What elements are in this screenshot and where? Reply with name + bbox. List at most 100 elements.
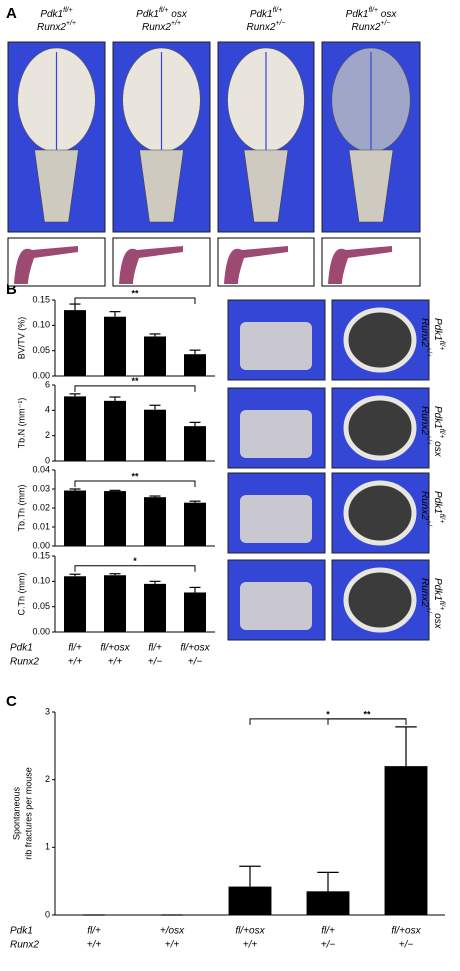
gene: Pdk1	[40, 9, 63, 20]
x-tick-label: fl/+osx	[180, 643, 210, 654]
gene: Pdk1	[250, 9, 273, 20]
significance-label: **	[131, 471, 139, 481]
y-tick-label: 0.05	[32, 601, 50, 611]
bar	[104, 491, 126, 546]
y-axis-label: Spontaneous	[11, 786, 21, 840]
allele: fl/+	[368, 7, 378, 14]
row-name: Runx2	[10, 940, 39, 951]
y-tick-label: 2	[45, 430, 50, 440]
significance-label: **	[131, 288, 139, 298]
genotype-line: Pdk1fl/+	[432, 491, 444, 523]
bar	[64, 490, 86, 546]
trabecular-bone	[240, 582, 312, 630]
y-tick-label: 0.05	[32, 345, 50, 355]
allele: fl/+	[63, 7, 73, 14]
allele: +/+	[425, 435, 432, 445]
genotype-line: Runx2+/−	[419, 491, 431, 530]
x-tick-label: fl/+	[87, 926, 101, 937]
x-tick-label: +/−	[188, 657, 203, 668]
x-tick-label: +/−	[399, 940, 414, 951]
x-tick-label: +/+	[68, 657, 83, 668]
y-tick-label: 0.10	[32, 320, 50, 330]
y-tick-label: 1	[45, 842, 50, 852]
row-name: Runx2	[10, 657, 39, 668]
bar	[184, 592, 206, 632]
skull-base	[34, 149, 79, 223]
x-tick-label: +/−	[321, 940, 336, 951]
bar	[104, 400, 126, 461]
bar	[228, 886, 272, 915]
cortical-ring	[343, 307, 417, 373]
bar	[184, 354, 206, 376]
trabecular-bone	[240, 495, 312, 543]
significance-bracket	[74, 385, 196, 392]
x-tick-label: fl/+osx	[100, 643, 130, 654]
bar	[64, 576, 86, 632]
gene: Pdk1	[136, 9, 159, 20]
significance-label: **	[363, 709, 371, 719]
trabecular-bone	[240, 322, 312, 370]
bar	[184, 426, 206, 461]
row-name: Pdk1	[10, 926, 33, 937]
significance-bracket	[327, 718, 407, 725]
allele: +/−	[425, 520, 432, 530]
allele: fl/+	[159, 7, 169, 14]
gene: Runx2	[419, 491, 430, 520]
genotype-line: Pdk1fl/+ osx	[432, 406, 444, 458]
y-tick-label: 0.00	[32, 540, 50, 550]
y-tick-label: 0	[45, 455, 50, 465]
genotype-line: Pdk1fl/+ osx	[346, 7, 398, 19]
cortical-ring	[343, 567, 417, 633]
x-tick-label: fl/+osx	[235, 926, 265, 937]
bar	[104, 316, 126, 376]
genotype-line: Runx2+/+	[419, 318, 431, 357]
significance-bracket	[74, 297, 196, 304]
stained-bone	[119, 246, 183, 284]
gene-suffix: osx	[432, 610, 443, 629]
bar	[104, 575, 126, 632]
stained-bone	[224, 246, 288, 284]
genotype-label: Pdk1fl/+Runx2+/−	[419, 491, 444, 530]
gene: Runx2	[419, 318, 430, 347]
cortical-ring	[343, 480, 417, 546]
allele: fl/+	[438, 429, 445, 439]
genotype-line: Runx2+/−	[351, 20, 390, 32]
x-tick-label: fl/+osx	[391, 926, 421, 937]
genotype-line: Runx2+/+	[37, 20, 76, 32]
allele: fl/+	[438, 601, 445, 611]
skull-base	[348, 149, 394, 223]
allele: +/−	[275, 20, 285, 27]
y-tick-label: 0.01	[32, 521, 50, 531]
y-tick-label: 0.04	[32, 464, 50, 474]
y-tick-label: 0.02	[32, 502, 50, 512]
bar	[144, 336, 166, 376]
bar	[64, 310, 86, 376]
bar	[64, 396, 86, 461]
y-axis-label: Tb.Th (mm)	[16, 485, 26, 532]
significance-label: *	[326, 709, 330, 719]
bar	[184, 502, 206, 546]
y-tick-label: 0.00	[32, 626, 50, 636]
y-tick-label: 0.03	[32, 483, 50, 493]
panel-label: B	[6, 281, 17, 298]
genotype-label: Pdk1fl/+ Runx2+/+	[37, 7, 76, 32]
cortical-ring	[343, 395, 417, 461]
gene: Runx2	[351, 22, 380, 33]
significance-bracket	[74, 565, 196, 572]
gene: Pdk1	[432, 491, 443, 514]
panel-label: A	[6, 5, 17, 22]
gene: Pdk1	[432, 318, 443, 341]
bar	[306, 891, 350, 915]
y-tick-label: 0.15	[32, 294, 50, 304]
significance-label: **	[131, 376, 139, 386]
genotype-line: Runx2+/+	[142, 20, 181, 32]
row-name: Pdk1	[10, 643, 33, 654]
x-tick-label: +/osx	[160, 926, 185, 937]
allele: fl/+	[438, 514, 445, 524]
stained-bone	[14, 246, 78, 284]
significance-label: *	[133, 556, 137, 566]
genotype-line: Pdk1fl/+	[250, 7, 282, 19]
